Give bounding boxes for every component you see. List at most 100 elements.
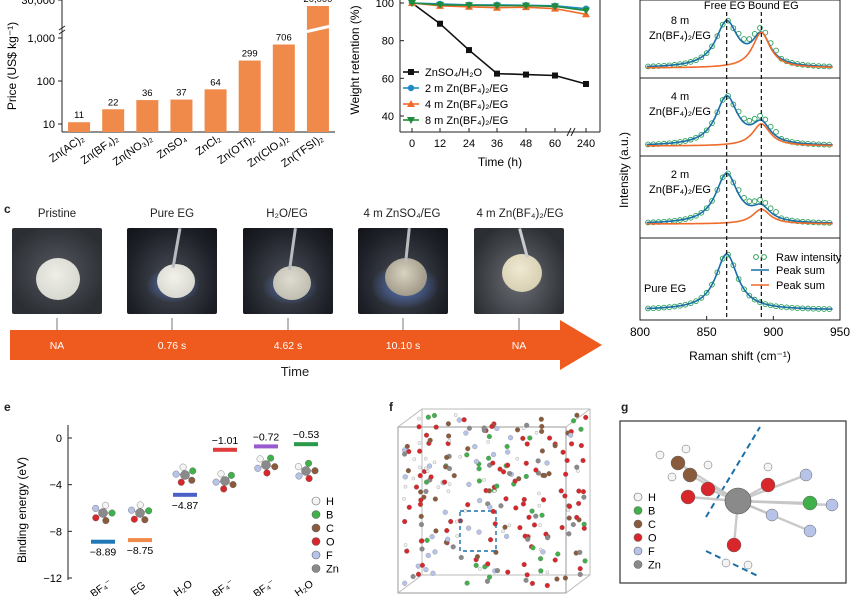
- md-atom: [402, 474, 408, 480]
- md-atom: [486, 574, 493, 580]
- box-edge: [565, 408, 591, 428]
- md-atom: [433, 528, 439, 534]
- legend-label: 4 m Zn(BF₄)₂/EG: [425, 99, 508, 111]
- bar-value-label: 22: [108, 97, 119, 108]
- raw-intensity-point: [698, 131, 705, 138]
- md-atom: [552, 443, 558, 449]
- md-atom: [426, 463, 433, 469]
- legend-marker: [761, 254, 767, 260]
- x-tick-label: H₂O: [293, 578, 316, 596]
- legend-atom-label: F: [326, 550, 333, 562]
- x-tick-label: 60: [549, 138, 561, 150]
- y-tick-label: 0: [56, 433, 62, 445]
- md-atom: [431, 412, 437, 419]
- md-atom: [515, 427, 521, 433]
- md-atom: [403, 484, 408, 489]
- md-atom: [540, 549, 546, 555]
- x-axis-title: Time (h): [478, 155, 522, 169]
- md-atom: [505, 569, 511, 575]
- md-atom: [562, 493, 568, 499]
- legend-atom-label: C: [326, 523, 334, 535]
- y-tick-label: 40: [382, 111, 394, 123]
- md-atom: [432, 549, 438, 555]
- molecule-zn-atom: [301, 466, 311, 476]
- raw-intensity-point: [751, 198, 758, 204]
- legend-atom-label: Zn: [648, 560, 661, 572]
- bar-value-label: 299: [242, 49, 258, 60]
- molecule-atom: [177, 478, 185, 486]
- md-atom: [501, 529, 505, 534]
- panel-raman-chart: 800 850 900 950 Raman shift (cm⁻¹) Intensity …: [617, 0, 850, 363]
- y-axis-title: Binding energy (eV): [15, 457, 29, 563]
- stack-label: 4 m: [671, 91, 689, 103]
- time-label-znbf4-eg: NA: [511, 340, 527, 352]
- data-point-triangle: [407, 100, 415, 107]
- raw-intensity-point: [767, 205, 774, 212]
- md-atom: [559, 525, 565, 531]
- md-atom: [444, 454, 450, 460]
- md-atom: [540, 472, 546, 478]
- md-atom: [569, 441, 575, 447]
- md-atom: [529, 508, 535, 514]
- molecule-atom: [229, 481, 237, 489]
- atom: [703, 460, 713, 470]
- molecule-atom: [172, 470, 180, 478]
- raw-intensity-point: [709, 43, 715, 50]
- md-atom: [402, 497, 406, 501]
- raw-intensity-point: [719, 21, 726, 28]
- photo-znbf4-eg: [474, 228, 564, 314]
- molecule-atom: [305, 459, 313, 467]
- data-point-square: [408, 69, 414, 75]
- legend-atom-marker: [633, 560, 643, 569]
- y-axis-title: Intensity (a.u.): [617, 132, 631, 208]
- caption-znso4-eg: 4 m ZnSO₄/EG: [363, 208, 441, 220]
- md-atom: [417, 473, 423, 479]
- atom: [681, 444, 691, 454]
- atom: [765, 508, 779, 522]
- raw-intensity-point: [773, 129, 779, 135]
- y-tick-label: 60: [382, 73, 394, 85]
- md-atom: [446, 489, 451, 493]
- data-point-triangle-down: [522, 2, 530, 10]
- md-atom: [465, 502, 471, 508]
- box-edge: [397, 574, 423, 594]
- raw-intensity-point: [709, 120, 715, 126]
- md-atom: [436, 485, 441, 489]
- data-point-square: [583, 80, 589, 87]
- panel-e-chart: 0 −4 −8 −12 Binding energy (eV) −8.89 BF₄⁻ −8.7…: [15, 425, 339, 596]
- md-atom: [485, 561, 491, 567]
- md-atom: [505, 462, 511, 468]
- raw-intensity-point: [762, 116, 769, 123]
- md-atom: [425, 414, 431, 420]
- md-atom: [577, 571, 583, 577]
- md-atom: [427, 437, 433, 443]
- x-axis-break: [570, 127, 576, 137]
- md-atom: [474, 554, 480, 560]
- legend-atom-label: O: [326, 537, 335, 549]
- y-tick-label: −12: [43, 573, 62, 585]
- md-atom: [419, 562, 425, 568]
- molecule-zn-atom: [135, 508, 145, 518]
- x-tick-label: 800: [630, 325, 650, 339]
- md-atom: [413, 484, 420, 490]
- md-atom: [486, 433, 492, 440]
- x-axis-break: [566, 127, 572, 137]
- md-atom: [486, 440, 490, 444]
- md-atom: [537, 491, 541, 496]
- molecule-atom: [295, 472, 303, 480]
- legend-atom-marker: [311, 564, 321, 573]
- legend-label: Peak sum: [776, 280, 825, 292]
- md-atom: [416, 424, 422, 430]
- md-atom: [520, 435, 526, 441]
- legend-label: Raw intensity: [776, 252, 842, 264]
- md-atom: [531, 522, 538, 528]
- raw-intensity-point: [714, 187, 721, 193]
- bar-value-label: 37: [176, 88, 187, 99]
- md-atom: [523, 473, 529, 480]
- molecule-zn-atom: [98, 508, 108, 518]
- raw-intensity-point: [762, 200, 769, 206]
- plot-frame: [639, 0, 841, 321]
- md-atom: [482, 478, 486, 482]
- molecule-atom: [92, 504, 100, 512]
- md-atom: [447, 438, 452, 443]
